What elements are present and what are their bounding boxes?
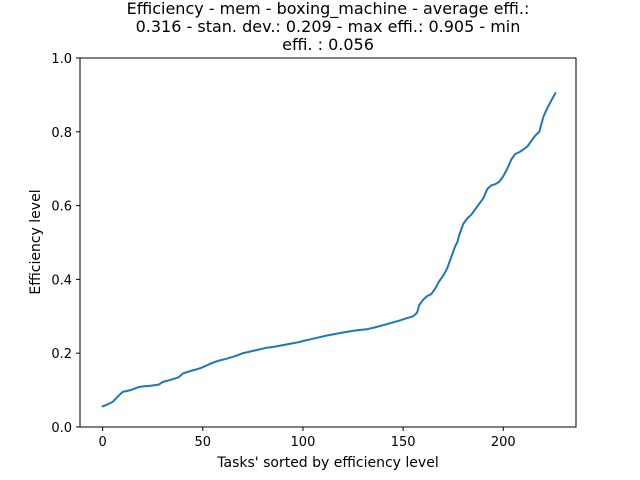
y-tick-label: 0.6 bbox=[51, 200, 72, 215]
efficiency-series-line bbox=[101, 92, 557, 408]
plot-area-frame bbox=[79, 57, 577, 428]
x-tick-label: 100 bbox=[291, 435, 316, 450]
y-axis-ticks: 0.0 0.2 0.4 0.6 0.8 1.0 bbox=[51, 52, 80, 436]
title-line-2: 0.316 - stan. dev.: 0.209 - max effi.: 0… bbox=[136, 17, 521, 36]
title-line-1: Efficiency - mem - boxing_machine - aver… bbox=[127, 0, 530, 19]
x-tick-label: 150 bbox=[391, 435, 416, 450]
x-tick-label: 0 bbox=[98, 435, 106, 450]
y-tick-label: 0.4 bbox=[51, 273, 72, 288]
y-tick-label: 0.2 bbox=[51, 347, 72, 362]
x-axis-label: Tasks' sorted by efficiency level bbox=[216, 455, 438, 471]
x-tick-label: 200 bbox=[491, 435, 516, 450]
x-axis-ticks: 0 50 100 150 200 bbox=[98, 427, 516, 450]
series-layer bbox=[101, 92, 557, 408]
title-line-3: effi. : 0.056 bbox=[282, 35, 374, 54]
y-tick-label: 0.8 bbox=[51, 126, 72, 141]
y-tick-label: 0.0 bbox=[51, 421, 72, 436]
chart-title: Efficiency - mem - boxing_machine - aver… bbox=[127, 0, 530, 54]
y-axis-label: Efficiency level bbox=[28, 189, 44, 294]
x-tick-label: 50 bbox=[195, 435, 212, 450]
y-tick-label: 1.0 bbox=[51, 52, 72, 67]
